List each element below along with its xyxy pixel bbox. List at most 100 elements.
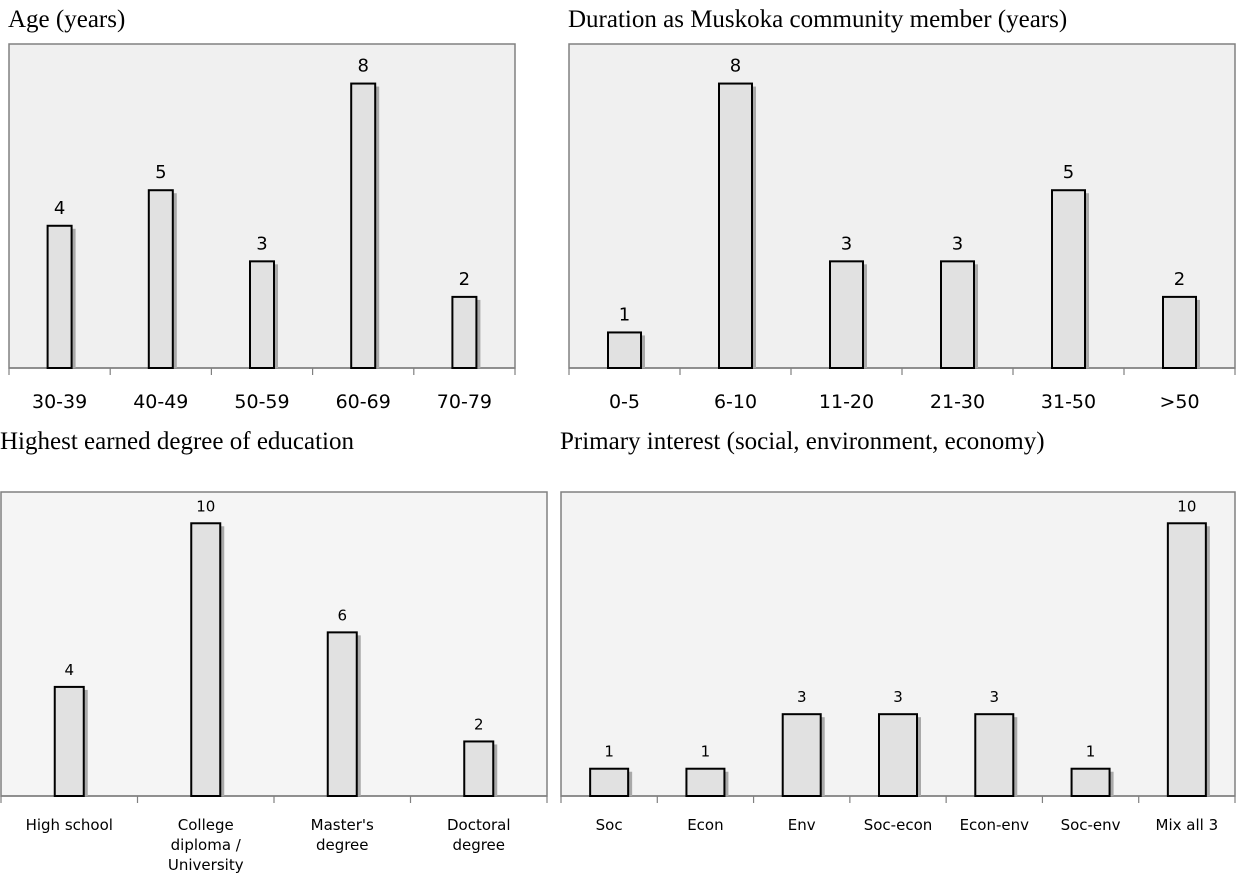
bar-value-label: 3 (841, 233, 852, 254)
x-tick-label: >50 (1159, 391, 1199, 413)
x-tick-label: 31-50 (1041, 391, 1096, 413)
bar (685, 767, 726, 797)
bar-value-label: 2 (474, 715, 484, 733)
x-tick-label: 40-49 (133, 391, 188, 413)
bar (1051, 189, 1086, 369)
bar-value-label: 4 (54, 198, 65, 219)
x-tick-label: 70-79 (437, 391, 492, 413)
bar (829, 260, 864, 369)
x-tick-label: 60-69 (336, 391, 391, 413)
bar-value-label: 1 (701, 743, 711, 761)
bar (326, 631, 358, 797)
bar-value-label: 3 (893, 688, 903, 706)
bar-value-label: 3 (952, 233, 963, 254)
bar (974, 713, 1015, 798)
x-tick-label: High school (26, 816, 113, 834)
x-tick-label: Soc-econ (864, 816, 933, 834)
bar-shadow (356, 635, 361, 796)
chart-svg: 1 0-5 8 6-10 3 11-20 3 21-30 5 31-50 2 >50 (568, 43, 1236, 413)
bar (147, 189, 174, 369)
bar-value-label: 5 (1063, 162, 1074, 183)
bar (350, 82, 377, 370)
bar-shadow (1085, 193, 1089, 368)
bar-shadow (83, 689, 88, 796)
bar-value-label: 3 (256, 233, 267, 254)
bar-value-label: 1 (619, 304, 630, 325)
bar-value-label: 10 (1177, 497, 1196, 515)
bar (781, 713, 822, 798)
x-tick-label: Econ (687, 816, 723, 834)
x-tick-label: Master's degree (311, 816, 374, 854)
bar (190, 522, 222, 797)
bar-shadow (724, 771, 729, 796)
bar (718, 82, 753, 370)
chart-svg: 4 High school 10 College diploma / University… (0, 491, 548, 874)
bar-shadow (71, 228, 76, 368)
bar-value-label: 6 (337, 606, 347, 624)
chart-svg: 4 30-39 5 40-49 3 50-59 8 60-69 2 70-79 (8, 43, 516, 413)
chart-duration: Duration as Muskoka community member (ye… (568, 6, 1236, 416)
bar-value-label: 1 (1086, 743, 1096, 761)
bar-shadow (172, 193, 177, 368)
chart-svg: 1 Soc 1 Econ 3 Env 3 Soc-econ 3 Econ-env 1 Soc-env 1… (560, 491, 1236, 834)
bar-value-label: 2 (1174, 269, 1185, 290)
bar (46, 224, 73, 369)
bar-value-label: 5 (155, 162, 166, 183)
bar-value-label: 4 (64, 661, 74, 679)
bar-value-label: 8 (357, 56, 368, 77)
bar (1166, 522, 1207, 797)
chart-title: Age (years) (8, 6, 126, 33)
bar-shadow (476, 299, 481, 368)
bar (589, 767, 630, 797)
bar-value-label: 1 (604, 743, 614, 761)
bar-shadow (628, 771, 633, 796)
chart-title: Duration as Muskoka community member (ye… (568, 6, 1068, 33)
bar (878, 713, 918, 798)
plot-area (0, 491, 548, 797)
x-tick-label: 0-5 (609, 391, 640, 413)
bar-shadow (1196, 299, 1200, 368)
x-tick-label: 50-59 (234, 391, 289, 413)
bar-shadow (375, 86, 380, 369)
bar (463, 740, 495, 797)
bar-shadow (220, 526, 225, 796)
bar-shadow (274, 264, 278, 368)
x-tick-label: Soc (596, 816, 623, 834)
bar-value-label: 8 (730, 56, 741, 77)
bar (607, 331, 642, 370)
bar (249, 260, 275, 369)
x-tick-label: Econ-env (960, 816, 1030, 834)
bar-value-label: 2 (459, 269, 470, 290)
bar (940, 260, 975, 369)
bar-value-label: 10 (196, 497, 215, 515)
chart-age: Age (years) 4 30-39 5 40-49 3 50-59 8 60-69 2 70-… (8, 6, 518, 416)
bar (53, 685, 85, 797)
x-tick-label: 30-39 (32, 391, 87, 413)
chart-education: Highest earned degree of education 4 High… (0, 428, 548, 888)
chart-title: Primary interest (social, environment, e… (560, 428, 1045, 455)
bar-value-label: 3 (990, 688, 1000, 706)
bar-shadow (641, 335, 645, 368)
bar-shadow (1013, 717, 1018, 796)
x-tick-label: 11-20 (819, 391, 874, 413)
bar (1070, 767, 1111, 797)
bar-value-label: 3 (797, 688, 807, 706)
bar-shadow (1109, 771, 1114, 796)
bar-shadow (917, 717, 921, 796)
x-tick-label: Doctoral degree (447, 816, 511, 854)
bar-shadow (1205, 526, 1210, 796)
chart-title: Highest earned degree of education (0, 428, 355, 455)
bar-shadow (974, 264, 978, 368)
bar-shadow (820, 717, 825, 796)
bar-shadow (863, 264, 867, 368)
x-tick-label: Soc-env (1061, 816, 1121, 834)
x-tick-label: College diploma / University (168, 816, 244, 874)
x-tick-label: Env (788, 816, 816, 834)
x-tick-label: Mix all 3 (1156, 816, 1219, 834)
bar (1162, 295, 1197, 369)
x-tick-label: 6-10 (714, 391, 757, 413)
bar-shadow (752, 86, 756, 369)
bar-shadow (493, 744, 498, 796)
plot-area (568, 43, 1236, 369)
x-tick-label: 21-30 (930, 391, 985, 413)
